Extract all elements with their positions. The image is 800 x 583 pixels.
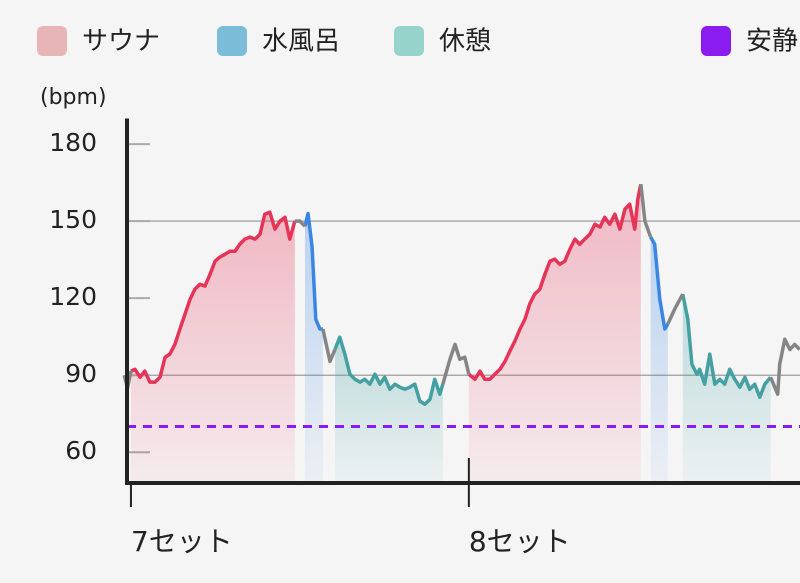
area	[335, 337, 443, 483]
legend-swatch	[394, 26, 424, 56]
legend-label: 水風呂	[262, 27, 340, 57]
y-tick-label: 60	[65, 436, 97, 465]
legend-swatch	[217, 26, 247, 56]
line	[130, 183, 643, 384]
legend-label: 安静	[746, 27, 798, 57]
y-tick-label: 180	[49, 128, 97, 157]
area	[468, 184, 641, 483]
line	[303, 211, 670, 331]
legend-label: サウナ	[82, 27, 160, 57]
line	[333, 293, 772, 406]
x-tick-label: 8セット	[469, 525, 571, 558]
legend-swatch	[37, 26, 67, 56]
legend-label: 休憩	[439, 27, 491, 57]
area	[682, 294, 771, 483]
y-tick-label: 150	[49, 205, 97, 234]
y-tick-label: 120	[49, 282, 97, 311]
y-unit-label: (bpm)	[40, 85, 107, 110]
x-tick-label: 7セット	[131, 525, 233, 558]
y-tick-label: 90	[65, 359, 97, 388]
area	[304, 213, 323, 484]
legend-swatch	[701, 26, 731, 56]
area	[650, 237, 668, 483]
area	[130, 212, 295, 483]
